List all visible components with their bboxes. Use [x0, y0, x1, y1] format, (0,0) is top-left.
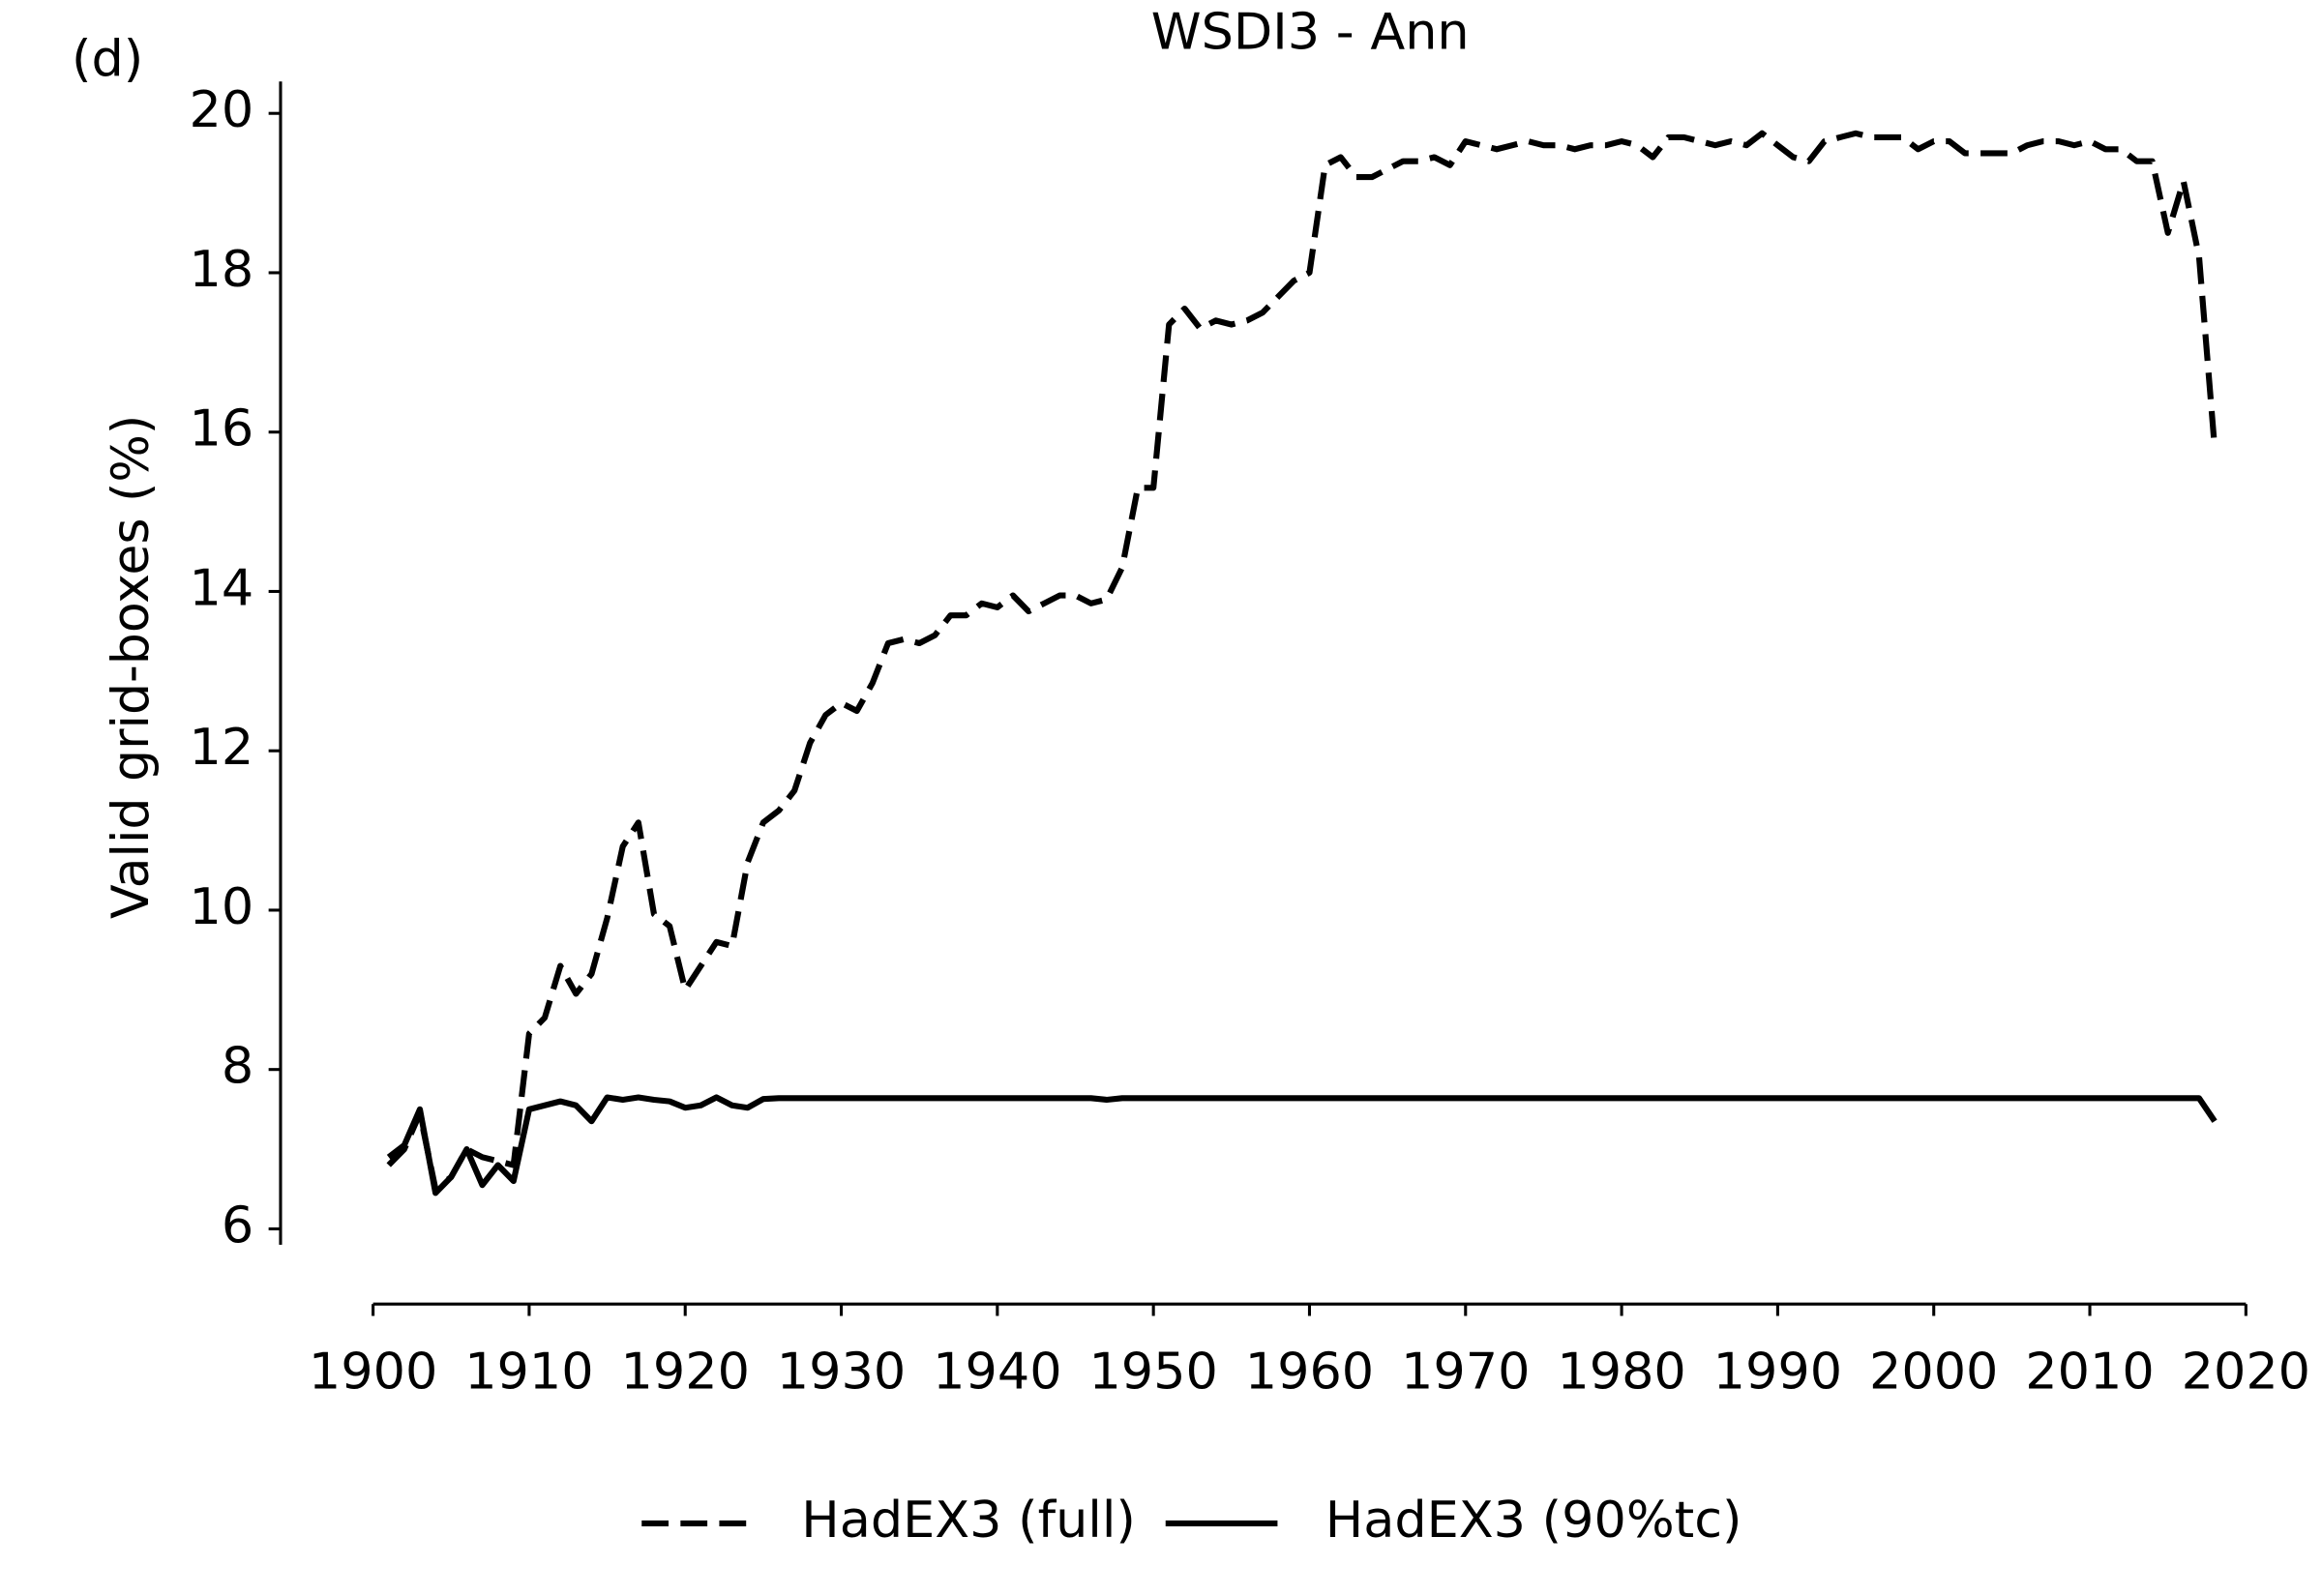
x-tick-label: 1910: [464, 1343, 593, 1402]
x-tick-label: 2000: [1869, 1343, 1998, 1402]
x-tick-label: 2020: [2182, 1343, 2310, 1402]
series-line: [386, 1094, 2218, 1197]
y-tick-label: 8: [222, 1037, 253, 1096]
y-tick-label: 18: [189, 240, 253, 299]
legend-label: HadEX3 (90%tc): [1325, 1491, 1742, 1550]
x-tick-label: 1990: [1713, 1343, 1842, 1402]
y-tick-label: 10: [189, 877, 253, 936]
y-tick-label: 14: [189, 559, 253, 618]
x-tick-label: 1980: [1557, 1343, 1685, 1402]
x-tick-label: 1960: [1245, 1343, 1374, 1402]
series-line: [386, 130, 2218, 1193]
panel-label: (d): [72, 29, 143, 88]
x-tick-label: 1940: [933, 1343, 1061, 1402]
chart-title: WSDI3 - Ann: [1151, 3, 1470, 62]
y-tick-label: 6: [222, 1197, 253, 1256]
x-tick-label: 2010: [2025, 1343, 2154, 1402]
y-axis-label: Valid grid-boxes (%): [102, 415, 161, 919]
y-tick-label: 12: [189, 718, 253, 777]
y-tick-label: 16: [189, 399, 253, 458]
x-tick-label: 1950: [1088, 1343, 1217, 1402]
x-tick-label: 1970: [1401, 1343, 1530, 1402]
legend-label: HadEX3 (full): [801, 1491, 1136, 1550]
x-tick-label: 1900: [309, 1343, 437, 1402]
x-tick-label: 1920: [621, 1343, 750, 1402]
x-tick-label: 1930: [777, 1343, 906, 1402]
y-tick-label: 20: [189, 80, 253, 139]
